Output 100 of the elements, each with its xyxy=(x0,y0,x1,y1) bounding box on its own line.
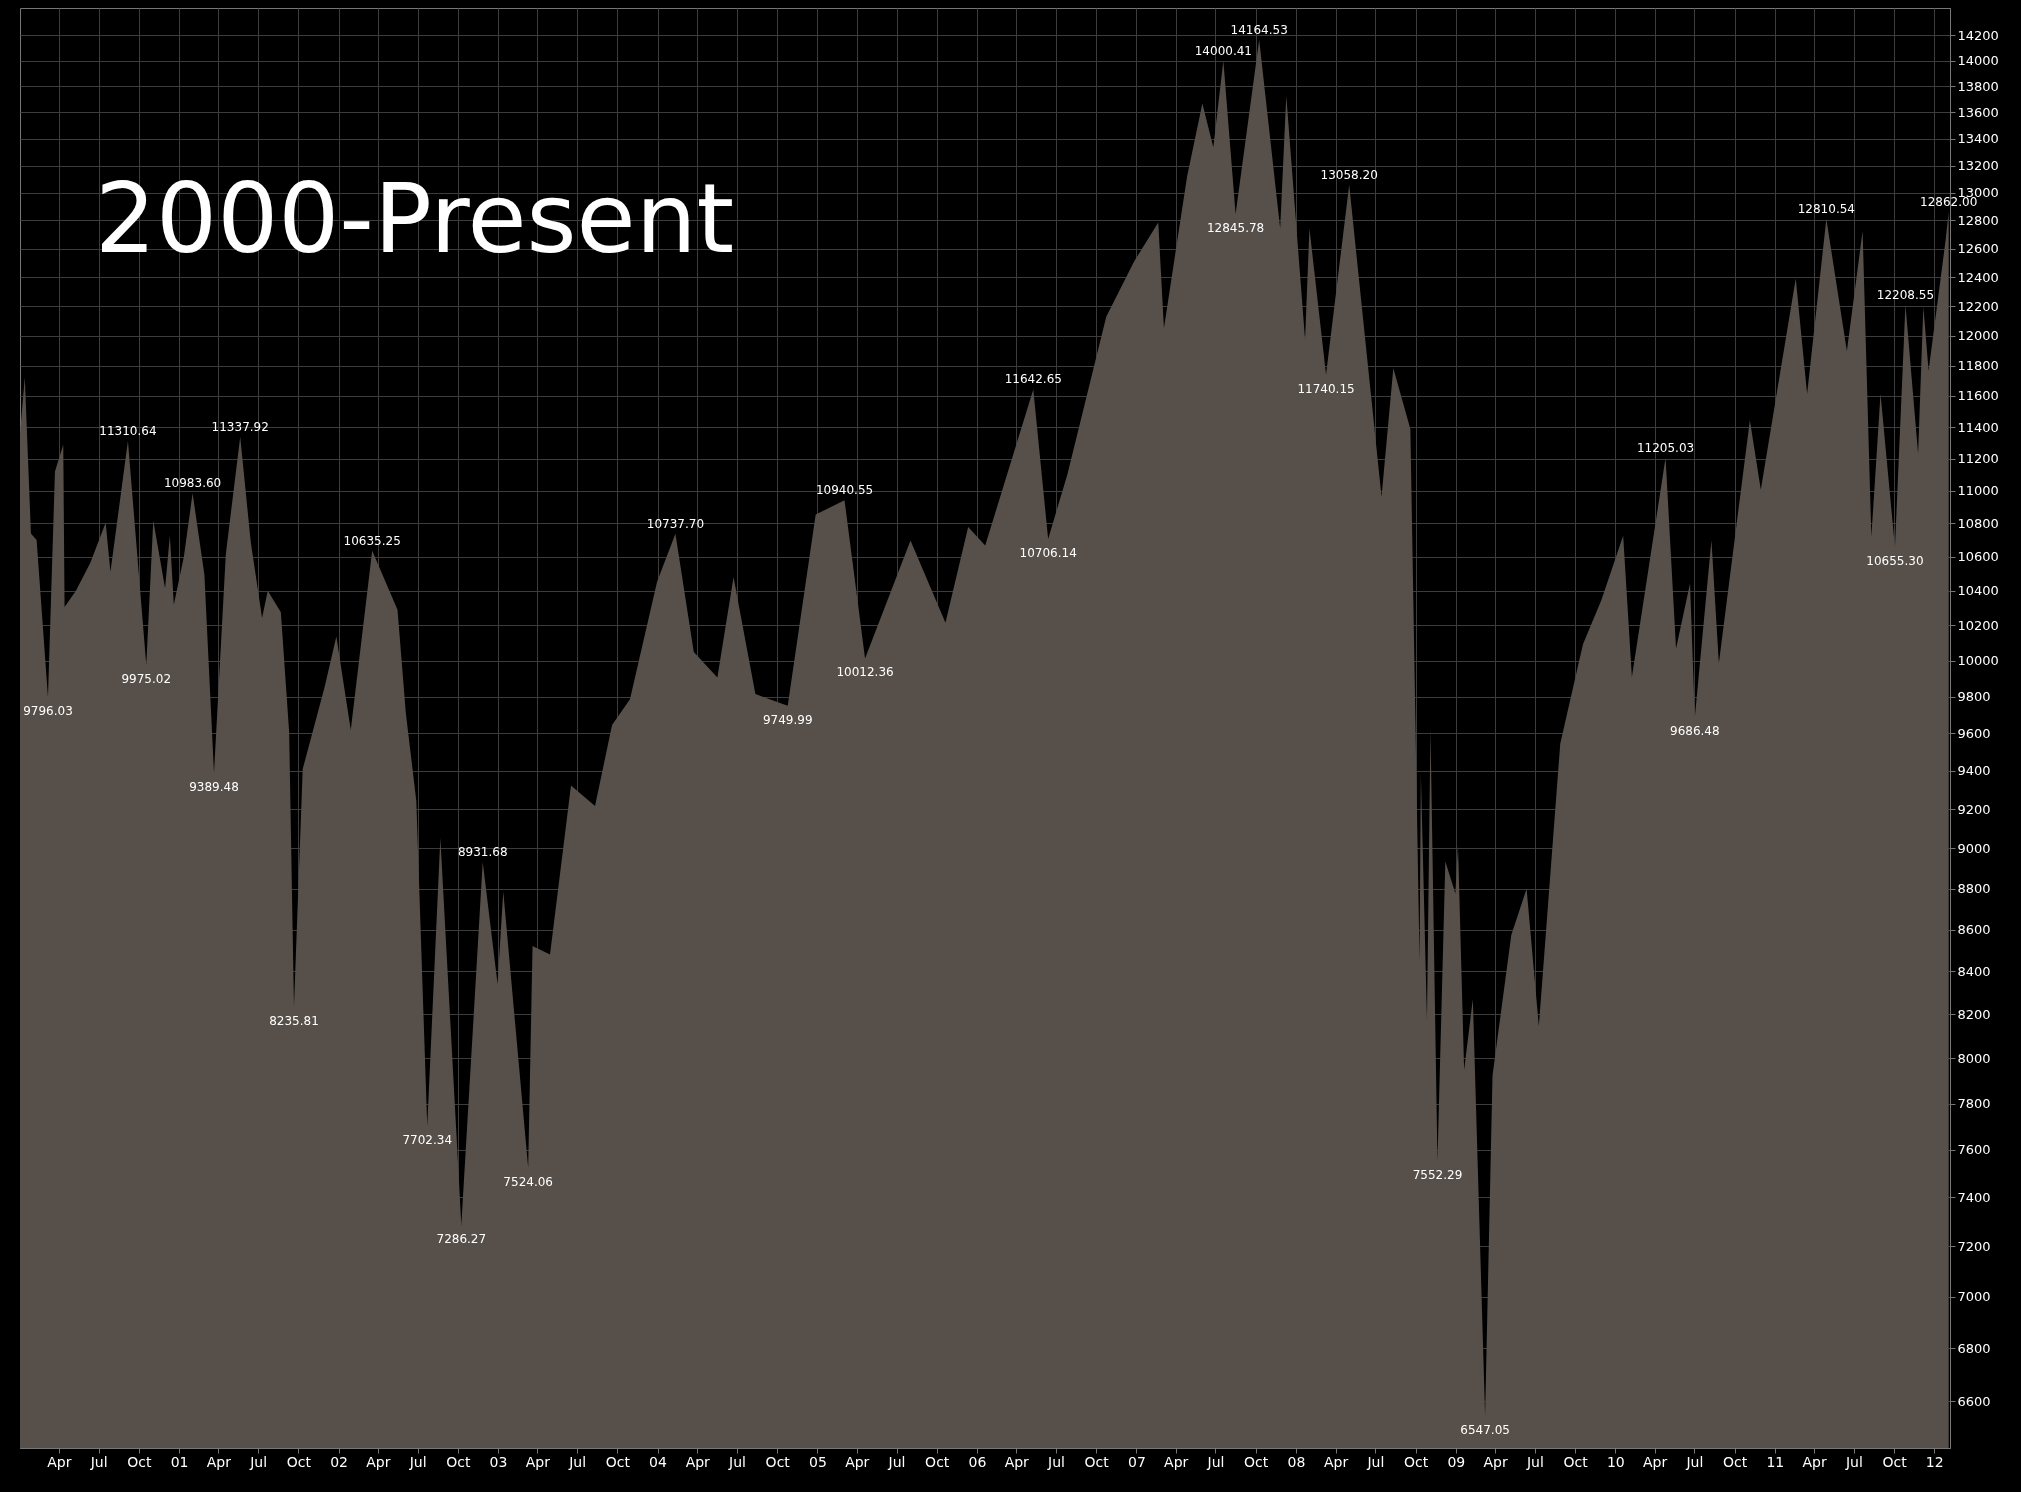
x-tick-label: Oct xyxy=(1882,1453,1908,1470)
text: 2000-Present xyxy=(95,163,735,275)
x-tick-label: Jul xyxy=(1206,1453,1225,1470)
annotation: 11310.64 xyxy=(99,424,157,439)
y-tick-label: 11000 xyxy=(1957,483,1999,499)
x-tick-label: Apr xyxy=(47,1453,72,1470)
x-tick-label: Oct xyxy=(1563,1453,1589,1470)
x-tick-label: Jul xyxy=(1844,1453,1863,1470)
x-tick-label: Apr xyxy=(206,1453,232,1470)
y-tick-label: 10200 xyxy=(1957,617,1999,633)
annotation: 12845.78 xyxy=(1206,221,1265,236)
x-tick-label: Jul xyxy=(408,1453,427,1470)
x-tick-label: Jul xyxy=(728,1453,746,1470)
annotation: 9749.99 xyxy=(762,712,813,727)
x-tick-label: Jul xyxy=(568,1453,587,1470)
annotation: 9389.48 xyxy=(189,779,239,794)
annotation: 11337.92 xyxy=(211,419,269,434)
annotation: 13058.20 xyxy=(1320,167,1378,182)
annotation: 11740.15 xyxy=(1297,381,1355,396)
y-tick-label: 6600 xyxy=(1957,1393,1991,1409)
y-tick-label: 11600 xyxy=(1957,388,1999,404)
x-tick-label: 08 xyxy=(1287,1453,1306,1470)
y-tick-label: 10600 xyxy=(1957,549,1999,565)
y-tick-label: 7000 xyxy=(1957,1289,1991,1305)
y-tick-label: 7600 xyxy=(1957,1142,1991,1158)
y-tick-label: 9800 xyxy=(1957,689,1991,705)
x-tick-label: Apr xyxy=(1802,1453,1827,1470)
y-tick-label: 9200 xyxy=(1957,801,1991,817)
y-tick-label: 12000 xyxy=(1957,328,1999,344)
y-tick-label: 10000 xyxy=(1957,653,1999,669)
y-tick-label: 8800 xyxy=(1957,881,1991,897)
annotation: 7552.29 xyxy=(1412,1168,1463,1183)
x-tick-label: 03 xyxy=(489,1453,508,1470)
x-tick-label: Oct xyxy=(605,1453,631,1470)
y-tick-label: 12400 xyxy=(1957,269,1999,285)
y-tick-label: 13400 xyxy=(1957,131,1999,147)
annotation: 10706.14 xyxy=(1019,545,1077,560)
x-tick-label: Oct xyxy=(765,1453,791,1470)
annotation: 7286.27 xyxy=(436,1232,487,1247)
x-tick-label: Oct xyxy=(127,1453,152,1470)
y-tick-label: 9600 xyxy=(1957,725,1991,741)
annotation: 12810.54 xyxy=(1797,202,1855,217)
x-tick-label: Jul xyxy=(1047,1453,1065,1470)
x-tick-label: Jul xyxy=(249,1453,268,1470)
y-tick-label: 13200 xyxy=(1957,158,1999,174)
x-tick-label: Jul xyxy=(1685,1453,1704,1470)
y-tick-label: 12200 xyxy=(1957,298,1999,314)
y-tick-label: 12600 xyxy=(1957,241,1999,257)
y-tick-label: 6800 xyxy=(1957,1340,1991,1356)
annotation: 10940.55 xyxy=(815,483,874,498)
x-tick-label: Apr xyxy=(845,1453,870,1470)
annotation: 11205.03 xyxy=(1636,440,1695,455)
x-tick-label: Jul xyxy=(89,1453,108,1470)
annotation: 10655.30 xyxy=(1866,554,1924,569)
annotation: 8931.68 xyxy=(457,845,508,860)
x-tick-label: Oct xyxy=(1722,1453,1748,1470)
y-tick-label: 8600 xyxy=(1957,922,1991,938)
annotation: 6547.05 xyxy=(1460,1422,1510,1437)
x-tick-label: Apr xyxy=(1164,1453,1189,1470)
x-tick-label: Jul xyxy=(1525,1453,1544,1470)
x-tick-label: Oct xyxy=(446,1453,471,1470)
x-tick-label: Apr xyxy=(1483,1453,1508,1470)
x-tick-label: Apr xyxy=(525,1453,551,1470)
x-tick-label: Jul xyxy=(1366,1453,1385,1470)
x-tick-label: 10 xyxy=(1606,1453,1625,1470)
y-tick-label: 14200 xyxy=(1957,27,1999,43)
x-tick-label: Apr xyxy=(1643,1453,1668,1470)
y-tick-label: 11400 xyxy=(1957,419,1999,435)
annotation: 12208.55 xyxy=(1876,287,1935,302)
x-tick-label: 12 xyxy=(1925,1453,1944,1470)
x-tick-label: Oct xyxy=(1244,1453,1269,1470)
y-tick-label: 10400 xyxy=(1957,583,1999,599)
annotation: 10635.25 xyxy=(343,533,401,548)
y-tick-label: 7200 xyxy=(1957,1238,1991,1254)
y-tick-label: 9400 xyxy=(1957,763,1991,779)
y-tick-label: 7800 xyxy=(1957,1096,1991,1112)
y-tick-label: 9000 xyxy=(1957,840,1991,856)
annotation: 10983.60 xyxy=(163,476,222,491)
y-tick-label: 11200 xyxy=(1957,451,1999,467)
annotation: 14164.53 xyxy=(1230,22,1288,37)
y-tick-label: 13800 xyxy=(1957,78,1999,94)
annotation: 8235.81 xyxy=(269,1013,319,1028)
annotation: 7702.34 xyxy=(402,1133,453,1148)
x-tick-label: 09 xyxy=(1447,1453,1466,1470)
y-tick-label: 7400 xyxy=(1957,1189,1991,1205)
x-tick-label: 06 xyxy=(968,1453,987,1470)
y-tick-label: 8000 xyxy=(1957,1050,1991,1066)
annotation: 11642.65 xyxy=(1004,372,1062,387)
x-tick-label: Oct xyxy=(286,1453,312,1470)
x-tick-label: Apr xyxy=(1004,1453,1030,1470)
x-tick-label: 07 xyxy=(1127,1453,1146,1470)
x-tick-label: Apr xyxy=(1324,1453,1349,1470)
x-tick-label: 11 xyxy=(1766,1453,1785,1470)
annotation: 7524.06 xyxy=(503,1174,553,1189)
y-tick-label: 8400 xyxy=(1957,963,1991,979)
x-tick-label: 04 xyxy=(649,1453,667,1470)
x-tick-label: Oct xyxy=(1404,1453,1429,1470)
x-tick-label: Apr xyxy=(685,1453,711,1470)
y-tick-label: 14000 xyxy=(1957,53,1999,69)
annotation: 10737.70 xyxy=(646,516,705,531)
